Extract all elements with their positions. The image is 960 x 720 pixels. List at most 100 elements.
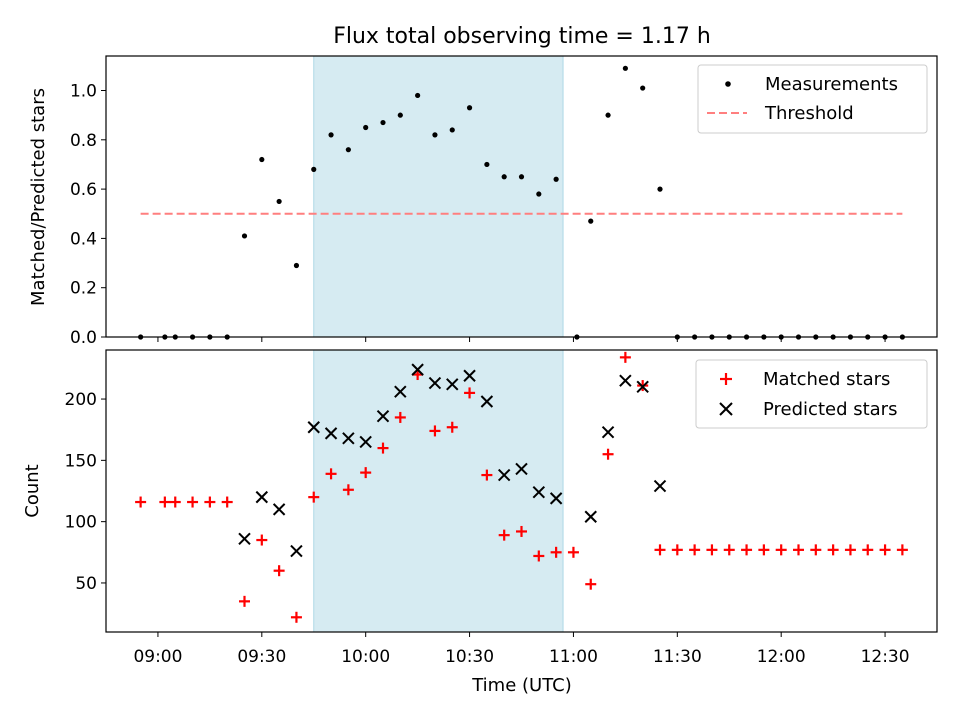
matched-star-point [619,351,631,363]
top-y-tick-label: 0.8 [70,131,97,151]
predicted-star-point [601,425,615,439]
matched-star-point [342,484,354,496]
bottom-y-tick-label: 150 [65,451,97,471]
measurement-point [466,105,473,111]
measurement-point [241,233,248,239]
x-tick-label: 12:30 [861,647,910,667]
predicted-star-point [324,427,338,440]
legend-label-matched: Matched stars [763,369,890,390]
matched-star-point [706,544,718,556]
matched-star-point [827,544,839,556]
matched-star-point [689,544,701,556]
measurement-point [640,85,646,91]
matched-star-point [308,491,320,503]
measurement-point [484,161,490,168]
predicted-star-point [515,462,528,476]
matched-star-point [135,496,147,508]
matched-star-point [360,467,372,479]
measurement-point [518,174,525,180]
matched-star-point [602,448,614,460]
top-y-tick-label: 1.0 [70,82,97,102]
legend-marker-matched [720,373,732,385]
x-tick-label: 12:00 [757,647,806,667]
top-shaded-region [313,55,564,338]
measurement-point [276,198,282,205]
matched-star-point [844,544,856,556]
measurement-point [397,112,403,118]
measurement-point [622,65,628,71]
matched-star-point [567,546,579,558]
predicted-star-point [653,479,667,493]
matched-star-point [394,411,406,423]
x-tick-label: 10:00 [341,647,390,667]
top-legend-box [697,64,928,134]
predicted-star-point [480,395,494,408]
measurement-point [415,92,421,99]
predicted-star-point [584,510,597,523]
chart-title: Flux total observing time = 1.17 h [333,24,711,49]
matched-star-point [862,544,874,556]
matched-star-point [481,469,493,481]
top-y-tick-label: 0.0 [70,328,97,348]
bottom-y-tick-label: 200 [65,390,97,410]
measurement-point [328,132,334,138]
matched-star-point [879,544,891,556]
predicted-star-point [238,532,251,546]
top-y-axis-label: Matched/Predicted stars [28,88,49,306]
predicted-star-point [272,503,286,516]
top-y-tick-label: 0.4 [70,229,97,249]
predicted-star-point [255,490,269,504]
measurement-point [501,174,507,180]
measurement-point [311,166,317,172]
bottom-y-axis-label: Count [22,464,43,517]
matched-star-point [429,425,441,437]
matched-star-point [896,544,908,556]
matched-star-point [810,544,822,556]
matched-star-point [239,595,250,607]
x-tick-label: 09:30 [237,647,286,667]
matched-star-point [533,550,545,562]
top-axes-frame [105,55,938,338]
predicted-star-point [497,468,511,482]
matched-star-point [169,496,181,508]
bottom-shaded-region [313,349,564,633]
matched-star-point [256,534,268,546]
measurement-point [605,112,611,118]
x-tick-label: 11:30 [653,647,702,667]
predicted-star-point [359,435,372,449]
legend-label-measurements: Measurements [765,74,898,95]
measurement-point [449,127,455,133]
matched-star-point [159,496,171,508]
matched-star-point [290,611,302,623]
legend-label-predicted: Predicted stars [763,399,897,420]
legend-label-threshold: Threshold [764,103,854,124]
measurement-point [259,156,265,163]
matched-star-point [758,544,770,556]
matched-star-point [273,565,285,577]
predicted-star-point [446,378,459,391]
matched-star-point [671,544,683,556]
matched-star-point [446,421,458,433]
matched-star-point [221,496,233,508]
measurement-point [588,218,594,224]
measurement-point [657,186,663,192]
predicted-star-point [376,410,390,423]
bottom-axes-frame [105,349,938,633]
matched-star-point [654,544,666,556]
predicted-star-point [636,380,649,393]
bottom-legend-box [695,359,928,429]
predicted-star-point [411,363,424,376]
measurement-point [553,176,559,182]
matched-star-point [325,468,337,480]
matched-star-point [464,387,476,399]
matched-star-point [793,544,804,556]
measurement-point [293,262,300,269]
measurement-point [345,147,351,153]
bottom-y-tick-label: 100 [65,513,97,533]
top-y-tick-label: 0.6 [70,180,97,200]
predicted-star-point [619,374,632,387]
x-axis-label: Time (UTC) [471,675,572,696]
matched-star-point [723,544,735,556]
predicted-star-point [342,432,355,445]
